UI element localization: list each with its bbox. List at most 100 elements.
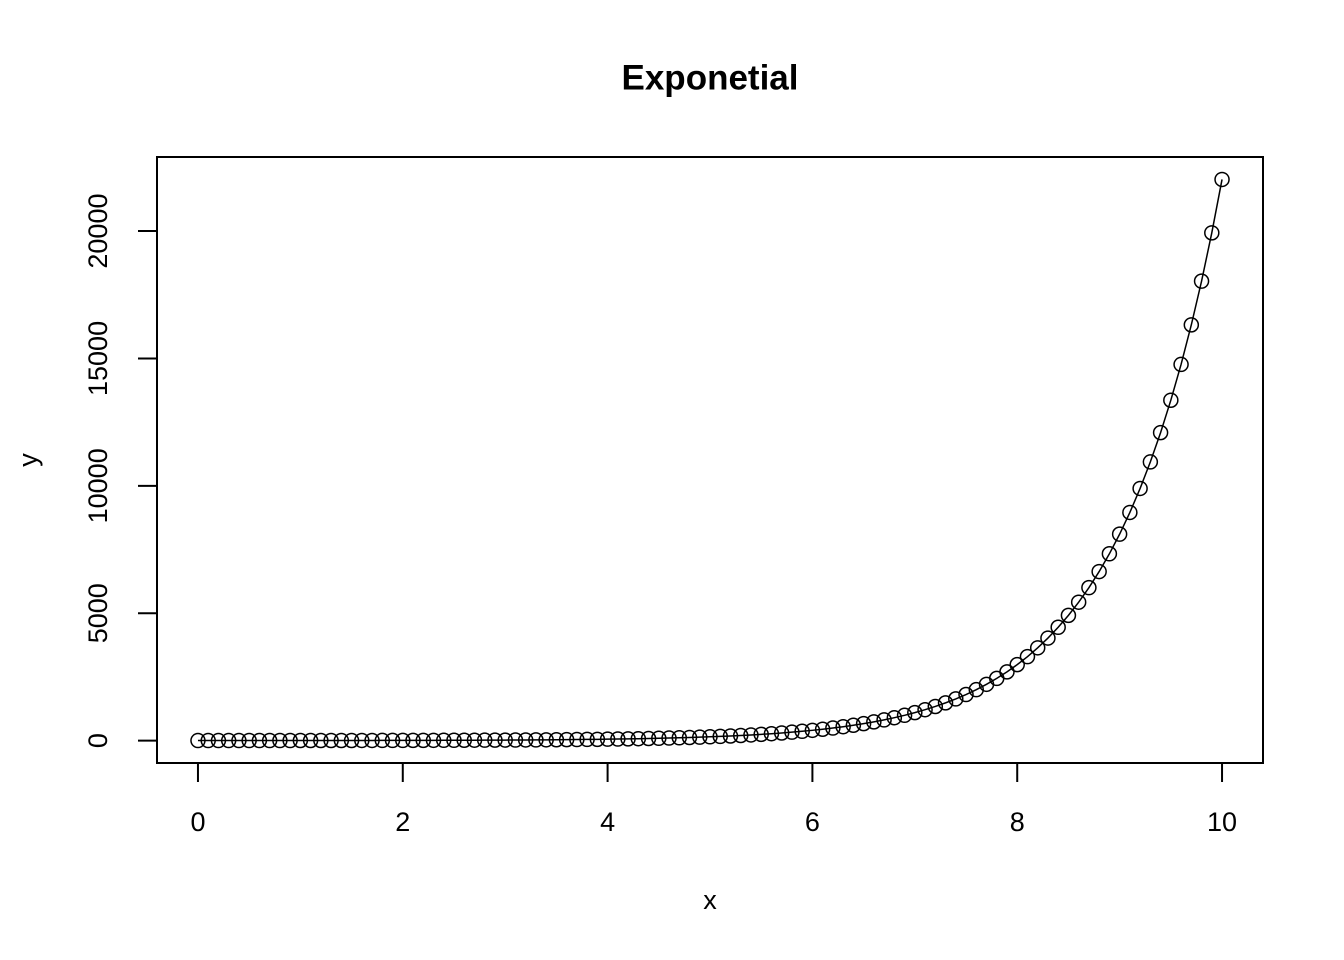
point [1193, 273, 1210, 289]
point [569, 731, 585, 748]
point [907, 704, 923, 721]
point [405, 732, 421, 749]
point [558, 731, 575, 748]
point [292, 732, 309, 749]
point [354, 732, 370, 749]
point [200, 732, 216, 749]
point [395, 732, 411, 749]
x-tick-label: 6 [805, 807, 820, 837]
point [548, 731, 565, 748]
point [1142, 454, 1159, 470]
point [1091, 563, 1107, 580]
point [866, 714, 882, 730]
x-axis-label: x [703, 885, 717, 915]
point [1029, 640, 1046, 656]
point [1019, 648, 1036, 665]
point [1111, 526, 1128, 542]
point [446, 732, 462, 749]
y-tick-label: 20000 [83, 194, 113, 269]
point [487, 732, 503, 748]
point [343, 732, 360, 749]
point [876, 712, 892, 728]
point [722, 728, 739, 744]
point [610, 731, 626, 747]
point [579, 731, 595, 748]
point [1040, 630, 1056, 646]
point [855, 715, 872, 732]
point [1132, 480, 1148, 497]
point [302, 732, 319, 749]
point [702, 729, 718, 745]
point [886, 709, 903, 726]
x-tick-label: 0 [190, 807, 205, 837]
point [845, 717, 862, 733]
x-tick-label: 10 [1207, 807, 1237, 837]
point [261, 732, 278, 749]
point [415, 732, 432, 749]
point [497, 732, 513, 748]
x-tick-label: 8 [1010, 807, 1025, 837]
point [466, 732, 483, 748]
y-tick-label: 10000 [83, 448, 113, 523]
point [241, 732, 257, 749]
point [589, 731, 606, 748]
y-tick-label: 0 [83, 733, 113, 748]
point [1173, 356, 1189, 373]
x-tick-label: 2 [395, 807, 410, 837]
point [1204, 225, 1220, 241]
point [323, 732, 339, 749]
point [599, 731, 616, 747]
point [692, 729, 708, 745]
point [927, 698, 944, 715]
point [1050, 619, 1066, 636]
point [794, 723, 810, 740]
point [620, 731, 636, 747]
point [435, 732, 452, 749]
point [681, 729, 698, 746]
point [190, 732, 206, 749]
point [948, 691, 964, 707]
point [1183, 317, 1200, 333]
point [763, 725, 780, 742]
point [784, 724, 800, 740]
point [528, 732, 544, 748]
point [773, 725, 790, 741]
point [968, 681, 985, 698]
point [814, 721, 831, 737]
point [210, 732, 227, 749]
point [374, 732, 391, 749]
point [517, 732, 534, 748]
point [1152, 424, 1169, 441]
point [999, 664, 1015, 680]
point [671, 730, 688, 746]
x-tick-label: 4 [600, 807, 615, 837]
point [651, 730, 667, 747]
point [1070, 594, 1087, 610]
point [1101, 546, 1118, 562]
plot-frame [156, 156, 1264, 764]
point [661, 730, 677, 746]
point [917, 701, 933, 718]
point [1009, 656, 1025, 673]
y-axis-label: y [13, 453, 43, 467]
point [476, 732, 493, 748]
point [456, 732, 472, 748]
y-tick-label: 15000 [83, 321, 113, 396]
point [958, 686, 974, 703]
point [640, 730, 657, 747]
point [825, 720, 841, 736]
point [743, 727, 759, 743]
point [1060, 607, 1077, 624]
point [282, 732, 298, 749]
chart-title: Exponetial [622, 58, 799, 97]
point [364, 732, 380, 749]
point [1214, 171, 1230, 188]
y-tick-label: 5000 [83, 583, 113, 643]
point [507, 732, 524, 748]
point [804, 722, 821, 739]
point [333, 732, 350, 749]
point [220, 732, 237, 749]
